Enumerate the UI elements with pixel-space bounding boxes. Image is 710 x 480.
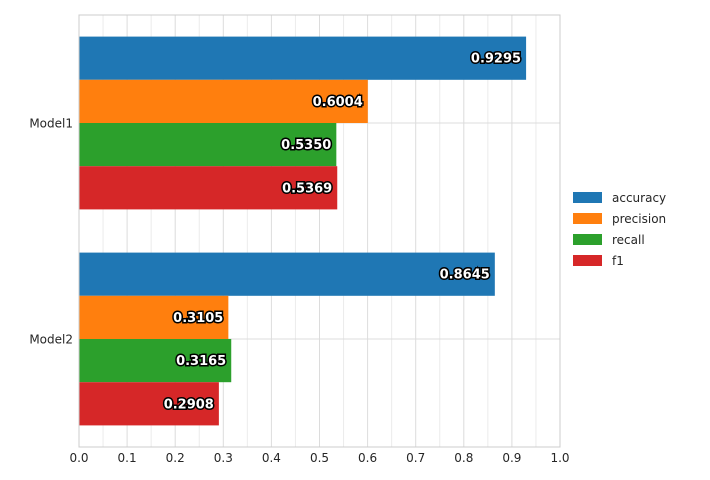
x-tick-label: 0.0 bbox=[69, 451, 88, 465]
legend-swatch-f1 bbox=[573, 255, 602, 266]
bar-value-label: 0.3165 bbox=[176, 354, 226, 369]
x-tick-label: 0.6 bbox=[358, 451, 377, 465]
y-axis-ticks: Model1 Model2 bbox=[29, 117, 73, 347]
bar-value-label: 0.2908 bbox=[164, 397, 214, 412]
data-labels: 0.9295 0.6004 0.5350 0.5369 0.8645 0.3105 0.31… bbox=[162, 50, 522, 414]
x-tick-label: 0.4 bbox=[262, 451, 281, 465]
bars bbox=[79, 36, 527, 426]
x-tick-label: 1.0 bbox=[550, 451, 569, 465]
y-tick-label: Model1 bbox=[29, 117, 73, 131]
x-tick-label: 0.5 bbox=[310, 451, 329, 465]
bar-value-label: 0.5369 bbox=[282, 181, 332, 196]
bar-value-label: 0.8645 bbox=[440, 268, 490, 283]
plot-frame bbox=[78, 14, 561, 448]
legend-label-precision: precision bbox=[612, 212, 666, 226]
bar-accuracy-model2 bbox=[79, 252, 495, 296]
bar-precision-model2 bbox=[79, 295, 229, 339]
legend-label-accuracy: accuracy bbox=[612, 191, 666, 205]
x-axis-ticks: 0.0 0.1 0.2 0.3 0.4 0.5 0.6 0.7 0.8 0.9 1.0 bbox=[69, 451, 569, 465]
x-tick-label: 0.8 bbox=[454, 451, 473, 465]
legend: accuracy precision recall f1 bbox=[573, 191, 666, 268]
bar-f1-model1 bbox=[79, 166, 338, 210]
x-tick-label: 0.9 bbox=[502, 451, 521, 465]
x-tick-label: 0.3 bbox=[214, 451, 233, 465]
legend-swatch-recall bbox=[573, 234, 602, 245]
legend-swatch-precision bbox=[573, 213, 602, 224]
bar-recall-model1 bbox=[79, 123, 337, 167]
x-tick-label: 0.7 bbox=[406, 451, 425, 465]
bar-value-label: 0.5350 bbox=[281, 138, 331, 153]
bar-value-label: 0.9295 bbox=[471, 52, 521, 67]
bar-recall-model2 bbox=[79, 339, 232, 383]
x-tick-label: 0.1 bbox=[118, 451, 137, 465]
legend-swatch-accuracy bbox=[573, 192, 602, 203]
bar-f1-model2 bbox=[79, 382, 219, 426]
legend-label-recall: recall bbox=[612, 233, 645, 247]
bar-precision-model1 bbox=[79, 79, 368, 123]
legend-label-f1: f1 bbox=[612, 254, 624, 268]
y-tick-label: Model2 bbox=[29, 333, 73, 347]
bar-accuracy-model1 bbox=[79, 36, 527, 80]
bar-value-label: 0.3105 bbox=[173, 311, 223, 326]
x-tick-label: 0.2 bbox=[166, 451, 185, 465]
bar-value-label: 0.6004 bbox=[313, 95, 363, 110]
